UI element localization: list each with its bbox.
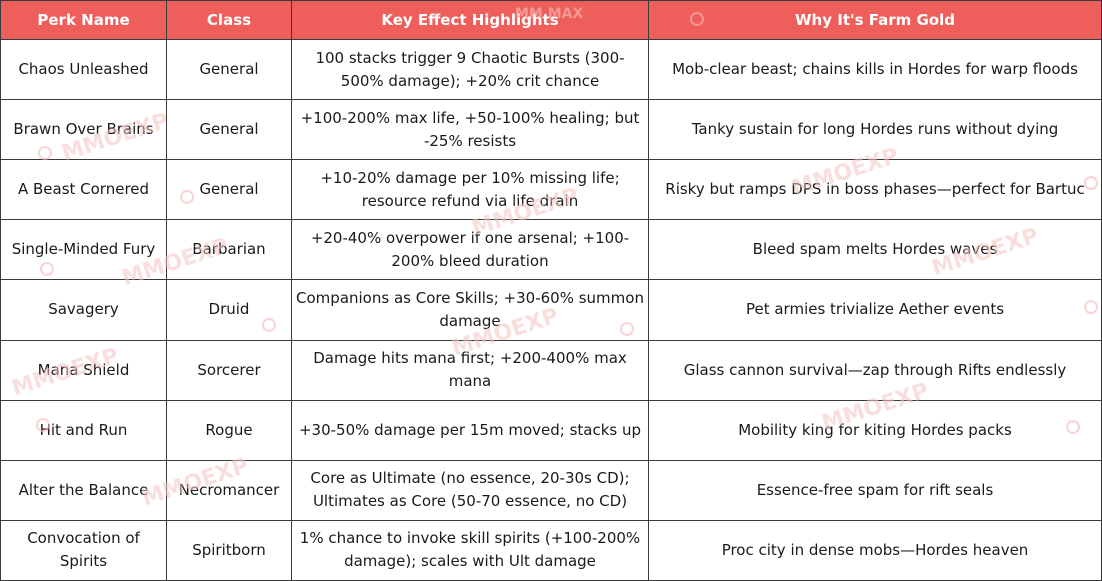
cell-class: General	[166, 38, 292, 101]
cell-perk-name: Savagery	[0, 279, 167, 341]
table-row: Alter the Balance Necromancer Core as Ul…	[0, 459, 1102, 521]
cell-perk-name: Brawn Over Brains	[0, 99, 167, 161]
table-row: Hit and Run Rogue +30-50% damage per 15m…	[0, 399, 1102, 461]
table-row: A Beast Cornered General +10-20% damage …	[0, 159, 1102, 221]
cell-key-effect: Damage hits mana first; +200-400% max ma…	[291, 339, 649, 401]
cell-class: Barbarian	[166, 219, 292, 281]
header-why-farm-gold: Why It's Farm Gold	[648, 0, 1102, 40]
cell-why: Pet armies trivialize Aether events	[648, 279, 1102, 341]
header-perk-name: Perk Name	[0, 0, 167, 40]
cell-perk-name: Convocation of Spirits	[0, 519, 167, 581]
header-key-effect: Key Effect Highlights	[291, 0, 649, 40]
cell-class: Druid	[166, 279, 292, 341]
cell-perk-name: Alter the Balance	[0, 459, 167, 521]
cell-class: General	[166, 159, 292, 221]
cell-perk-name: Chaos Unleashed	[0, 38, 167, 101]
cell-perk-name: Hit and Run	[0, 399, 167, 461]
cell-key-effect: 1% chance to invoke skill spirits (+100-…	[291, 519, 649, 581]
table-row: Mana Shield Sorcerer Damage hits mana fi…	[0, 339, 1102, 401]
cell-class: General	[166, 99, 292, 161]
cell-class: Spiritborn	[166, 519, 292, 581]
cell-key-effect: Companions as Core Skills; +30-60% summo…	[291, 279, 649, 341]
table-header-row: Perk Name Class Key Effect Highlights Wh…	[0, 0, 1102, 40]
cell-why: Tanky sustain for long Hordes runs witho…	[648, 99, 1102, 161]
cell-why: Bleed spam melts Hordes waves	[648, 219, 1102, 281]
header-class: Class	[166, 0, 292, 40]
cell-class: Rogue	[166, 399, 292, 461]
cell-why: Mobility king for kiting Hordes packs	[648, 399, 1102, 461]
cell-why: Proc city in dense mobs—Hordes heaven	[648, 519, 1102, 581]
table-row: Single-Minded Fury Barbarian +20-40% ove…	[0, 219, 1102, 281]
cell-perk-name: Single-Minded Fury	[0, 219, 167, 281]
table-row: Brawn Over Brains General +100-200% max …	[0, 99, 1102, 161]
cell-why: Mob-clear beast; chains kills in Hordes …	[648, 38, 1102, 101]
cell-key-effect: +10-20% damage per 10% missing life; res…	[291, 159, 649, 221]
cell-why: Risky but ramps DPS in boss phases—perfe…	[648, 159, 1102, 221]
table-row: Savagery Druid Companions as Core Skills…	[0, 279, 1102, 341]
cell-key-effect: Core as Ultimate (no essence, 20-30s CD)…	[291, 459, 649, 521]
cell-perk-name: Mana Shield	[0, 339, 167, 401]
cell-class: Sorcerer	[166, 339, 292, 401]
cell-key-effect: +30-50% damage per 15m moved; stacks up	[291, 399, 649, 461]
table-row: Convocation of Spirits Spiritborn 1% cha…	[0, 519, 1102, 581]
cell-key-effect: +100-200% max life, +50-100% healing; bu…	[291, 99, 649, 161]
cell-perk-name: A Beast Cornered	[0, 159, 167, 221]
cell-why: Glass cannon survival—zap through Rifts …	[648, 339, 1102, 401]
cell-why: Essence-free spam for rift seals	[648, 459, 1102, 521]
table-row: Chaos Unleashed General 100 stacks trigg…	[0, 38, 1102, 101]
cell-key-effect: +20-40% overpower if one arsenal; +100-2…	[291, 219, 649, 281]
cell-key-effect: 100 stacks trigger 9 Chaotic Bursts (300…	[291, 38, 649, 101]
cell-class: Necromancer	[166, 459, 292, 521]
